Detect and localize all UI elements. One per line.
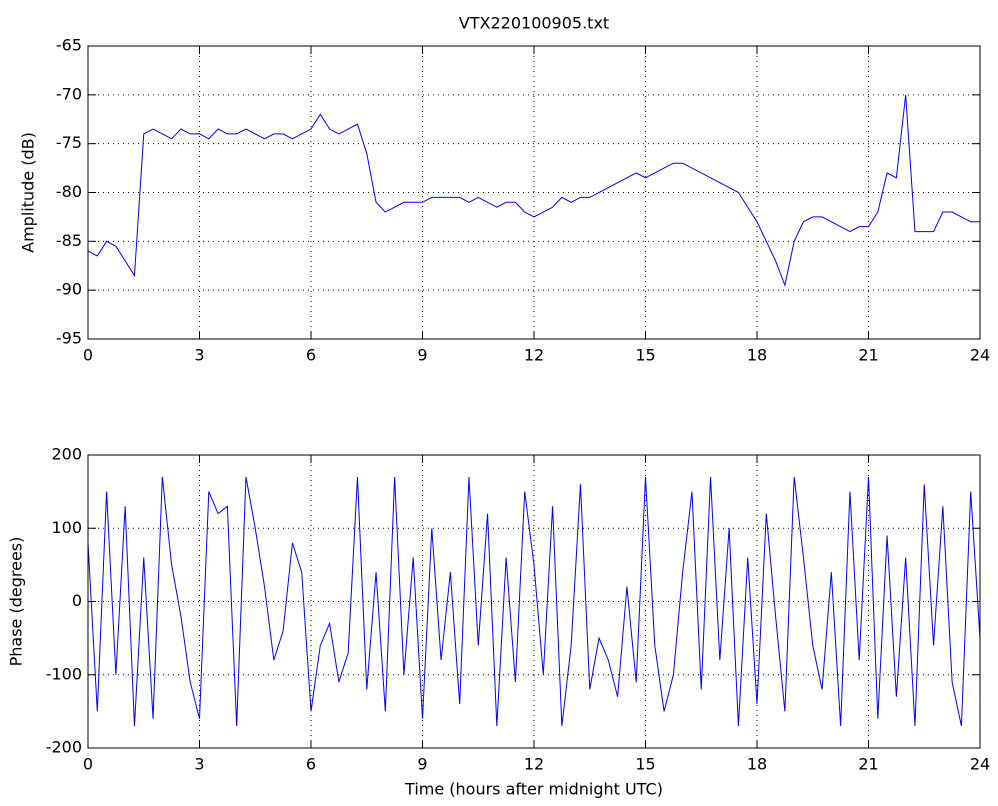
x-tick-label: 24 [970, 346, 990, 365]
x-tick-label: 6 [306, 346, 316, 365]
y-tick-label: -200 [46, 738, 82, 757]
x-tick-label: 12 [524, 346, 544, 365]
axes-box [87, 45, 981, 340]
x-tick-label: 6 [306, 755, 316, 774]
x-tick-label: 12 [524, 755, 544, 774]
chart-title: VTX220100905.txt [459, 14, 609, 33]
y-tick-label: -70 [56, 84, 82, 103]
x-tick-label: 15 [635, 755, 655, 774]
y-tick-label: 0 [72, 591, 82, 610]
x-tick-label: 9 [417, 755, 427, 774]
y-axis-label: Amplitude (dB) [19, 132, 38, 253]
y-tick-label: -75 [56, 133, 82, 152]
y-tick-label: -65 [56, 36, 82, 55]
y-tick-label: -90 [56, 280, 82, 299]
x-tick-label: 3 [194, 755, 204, 774]
data-line [87, 476, 981, 727]
x-tick-label: 3 [194, 346, 204, 365]
y-tick-label: 100 [51, 518, 82, 537]
x-tick-label: 21 [858, 346, 878, 365]
y-tick-label: -80 [56, 182, 82, 201]
x-tick-label: 0 [83, 755, 93, 774]
x-tick-label: 21 [858, 755, 878, 774]
y-tick-label: -85 [56, 231, 82, 250]
x-tick-label: 18 [747, 346, 767, 365]
y-tick-label: 200 [51, 445, 82, 464]
y-tick-label: -100 [46, 664, 82, 683]
axes-box [87, 454, 981, 749]
y-axis-label: Phase (degrees) [7, 537, 26, 667]
data-line [87, 94, 980, 288]
x-tick-label: 0 [83, 346, 93, 365]
x-tick-label: 9 [417, 346, 427, 365]
x-tick-label: 24 [970, 755, 990, 774]
y-tick-label: -95 [56, 329, 82, 348]
x-tick-label: 15 [635, 346, 655, 365]
x-axis-label: Time (hours after midnight UTC) [404, 780, 663, 799]
x-tick-label: 18 [747, 755, 767, 774]
